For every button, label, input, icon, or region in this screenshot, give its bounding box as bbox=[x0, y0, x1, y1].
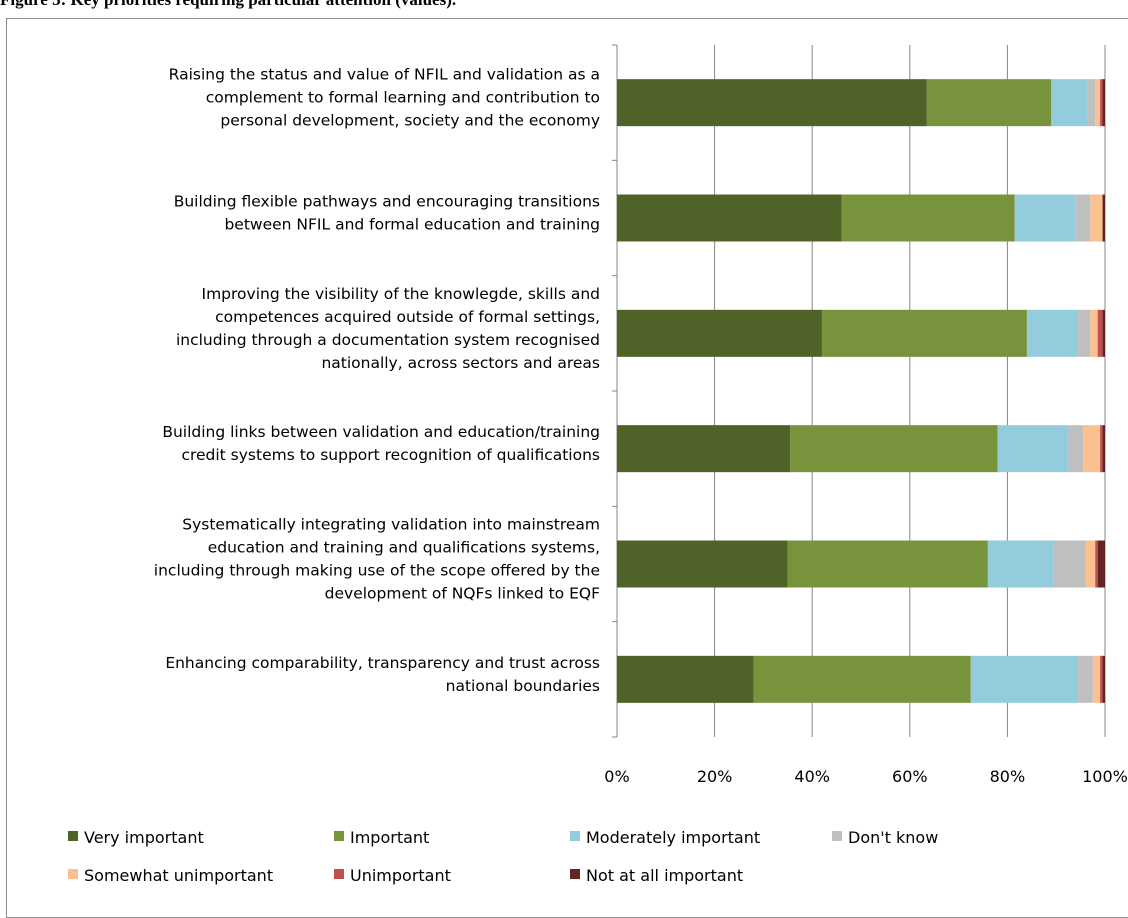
category-label: education and training and qualification… bbox=[208, 539, 600, 557]
legend-label: Not at all important bbox=[586, 866, 743, 885]
legend-label: Moderately important bbox=[586, 828, 760, 847]
bar-segment bbox=[1014, 194, 1076, 242]
legend-label: Don't know bbox=[848, 828, 938, 847]
legend-swatch bbox=[68, 869, 78, 879]
bar-segment bbox=[1095, 540, 1098, 588]
bar-segment bbox=[1102, 309, 1105, 357]
bar-segment bbox=[1051, 79, 1088, 127]
legend-swatch bbox=[334, 869, 344, 879]
legend-label: Unimportant bbox=[350, 866, 451, 885]
legend-label: Very important bbox=[84, 828, 204, 847]
bar-segment bbox=[1100, 425, 1103, 473]
category-label: credit systems to support recognition of… bbox=[181, 446, 600, 464]
category-label: Enhancing comparability, transparency an… bbox=[165, 654, 600, 672]
bar-segment bbox=[1090, 194, 1103, 242]
category-label: competences acquired outside of formal s… bbox=[215, 308, 600, 326]
bar-segment bbox=[1078, 309, 1091, 357]
category-label: national boundaries bbox=[446, 677, 600, 695]
bar-segment bbox=[1026, 309, 1079, 357]
bar-segment bbox=[1095, 79, 1101, 127]
bar-segment bbox=[1090, 309, 1098, 357]
bar-segment bbox=[617, 309, 822, 357]
category-label: nationally, across sectors and areas bbox=[321, 354, 600, 372]
bar-segment bbox=[1068, 425, 1084, 473]
bar-segment bbox=[1102, 194, 1105, 242]
category-label: between NFIL and formal education and tr… bbox=[224, 216, 600, 234]
category-label: Raising the status and value of NFIL and… bbox=[169, 66, 600, 84]
bar-segment bbox=[1097, 540, 1105, 588]
category-label: complement to formal learning and contri… bbox=[206, 89, 600, 107]
bar-segment bbox=[617, 425, 791, 473]
category-label: personal development, society and the ec… bbox=[220, 112, 600, 130]
bar-segment bbox=[1075, 194, 1091, 242]
x-tick-label: 100% bbox=[1082, 767, 1128, 786]
legend-swatch bbox=[570, 831, 580, 841]
legend-swatch bbox=[832, 831, 842, 841]
bar-segment bbox=[1087, 79, 1096, 127]
bar-segment bbox=[1053, 540, 1086, 588]
legend-label: Somewhat unimportant bbox=[84, 866, 273, 885]
bar-segment bbox=[1102, 425, 1105, 473]
bar-segment bbox=[617, 540, 788, 588]
category-label: Building flexible pathways and encouragi… bbox=[174, 193, 600, 211]
legend-swatch bbox=[68, 831, 78, 841]
bar-segment bbox=[617, 194, 842, 242]
bar-segment bbox=[1078, 655, 1093, 703]
x-tick-label: 60% bbox=[892, 767, 928, 786]
figure-caption: Figure 3: Key priorities requiring parti… bbox=[0, 0, 1128, 16]
bar-segment bbox=[970, 655, 1079, 703]
category-label: including through a documentation system… bbox=[176, 331, 600, 349]
bar-segment bbox=[1100, 655, 1103, 703]
category-label: Building links between validation and ed… bbox=[162, 423, 600, 441]
bar-segment bbox=[821, 309, 1027, 357]
bar-segment bbox=[987, 540, 1054, 588]
bar-segment bbox=[1097, 309, 1103, 357]
bar-segment bbox=[1100, 79, 1103, 127]
bar-segment bbox=[841, 194, 1015, 242]
bar-segment bbox=[997, 425, 1069, 473]
bar-segment bbox=[1102, 655, 1105, 703]
bar-segment bbox=[926, 79, 1052, 127]
x-tick-label: 0% bbox=[604, 767, 629, 786]
category-label: development of NQFs linked to EQF bbox=[325, 585, 600, 603]
category-label: Systematically integrating validation in… bbox=[182, 516, 600, 534]
category-label: including through making use of the scop… bbox=[154, 562, 600, 580]
legend-swatch bbox=[570, 869, 580, 879]
legend-swatch bbox=[334, 831, 344, 841]
bar-segment bbox=[1102, 79, 1105, 127]
x-tick-label: 20% bbox=[697, 767, 733, 786]
bar-segment bbox=[787, 540, 988, 588]
x-tick-label: 40% bbox=[794, 767, 830, 786]
bar-segment bbox=[1085, 540, 1096, 588]
bar-segment bbox=[1083, 425, 1101, 473]
bar-segment bbox=[617, 79, 927, 127]
bar-segment bbox=[617, 655, 754, 703]
category-label: Improving the visibility of the knowlegd… bbox=[202, 285, 601, 303]
x-tick-label: 80% bbox=[990, 767, 1026, 786]
bar-segment bbox=[753, 655, 971, 703]
bar-segment bbox=[1092, 655, 1101, 703]
bar-segment bbox=[790, 425, 998, 473]
legend-label: Important bbox=[350, 828, 429, 847]
